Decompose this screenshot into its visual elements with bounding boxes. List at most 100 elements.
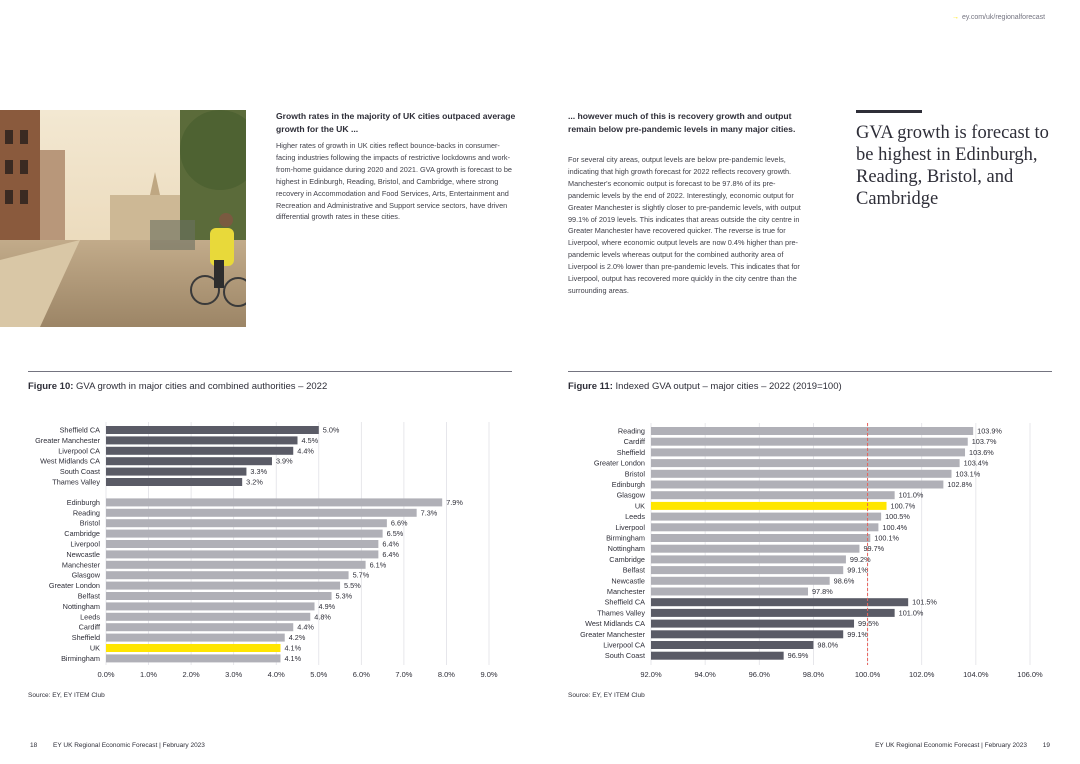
street-photo: [0, 110, 246, 327]
figure11-bar: [651, 459, 960, 468]
figure10-title-text: GVA growth in major cities and combined …: [76, 381, 328, 392]
figure10-category-label: UK: [90, 644, 100, 653]
figure11-category-label: Cardiff: [624, 437, 646, 446]
figure10-tick-label: 5.0%: [310, 670, 327, 679]
figure11-category-label: Cambridge: [609, 555, 645, 564]
figure11-tick-label: 92.0%: [640, 670, 662, 679]
figure11-category-label: Birmingham: [606, 534, 645, 543]
figure10-rule: [28, 371, 512, 372]
figure11-category-label: South Coast: [605, 651, 645, 660]
figure11-bar: [651, 587, 809, 596]
figure10-bar: [106, 457, 272, 466]
figure11-data-label: 99.1%: [847, 630, 868, 639]
figure11-bar: [651, 491, 895, 500]
figure10-tick-label: 2.0%: [183, 670, 200, 679]
figure11-bar: [651, 469, 952, 478]
figure11-data-label: 103.1%: [955, 469, 980, 478]
figure11-category-label: UK: [635, 501, 645, 510]
figure11-category-label: Leeds: [625, 512, 645, 521]
figure10-bar: [106, 560, 366, 569]
figure11-category-label: West Midlands CA: [585, 619, 645, 628]
header-url[interactable]: → ey.com/uk/regionalforecast: [952, 14, 1045, 21]
figure10-data-label: 4.9%: [319, 602, 336, 611]
figure11-label: Figure 11:: [568, 381, 613, 392]
footer-left-text: EY UK Regional Economic Forecast | Febru…: [53, 742, 205, 749]
figure10-data-label: 3.2%: [246, 478, 263, 487]
footer-left: 18 EY UK Regional Economic Forecast | Fe…: [30, 742, 205, 749]
figure11-rule: [568, 371, 1052, 372]
figure11-data-label: 98.0%: [817, 641, 838, 650]
figure11-data-label: 103.6%: [969, 448, 994, 457]
figure11-category-label: Sheffield CA: [605, 598, 646, 607]
figure10-data-label: 4.4%: [297, 446, 314, 455]
figure10-category-label: Cardiff: [79, 623, 101, 632]
figure10-tick-label: 7.0%: [395, 670, 412, 679]
figure10-tick-label: 4.0%: [268, 670, 285, 679]
figure10-data-label: 6.1%: [370, 560, 387, 569]
middle-column-heading: ... however much of this is recovery gro…: [568, 111, 796, 134]
figure11-data-label: 99.2%: [850, 555, 871, 564]
figure10-tick-label: 6.0%: [353, 670, 370, 679]
figure10-category-label: Belfast: [78, 592, 100, 601]
figure11-data-label: 101.0%: [899, 491, 924, 500]
figure11-bar: [651, 619, 855, 628]
figure10-data-label: 5.5%: [344, 581, 361, 590]
middle-column-body: For several city areas, output levels ar…: [568, 155, 801, 295]
figure10-category-label: Liverpool CA: [58, 446, 100, 455]
figure11-data-label: 101.5%: [912, 598, 937, 607]
figure10-category-label: Cambridge: [64, 529, 100, 538]
figure11-bar: [651, 651, 784, 660]
figure11-data-label: 98.6%: [834, 576, 855, 585]
figure10-tick-label: 9.0%: [480, 670, 497, 679]
figure10-bar: [106, 498, 443, 507]
figure11-data-label: 103.4%: [964, 459, 989, 468]
figure10-category-label: South Coast: [60, 467, 100, 476]
figure10-bar: [106, 571, 349, 580]
figure10-tick-label: 0.0%: [97, 670, 114, 679]
figure11-category-label: Liverpool CA: [603, 641, 645, 650]
figure10-data-label: 3.3%: [250, 467, 267, 476]
figure10-bar: [106, 592, 332, 600]
figure10-label: Figure 10:: [28, 381, 74, 392]
figure10-data-label: 4.4%: [297, 623, 314, 632]
figure11-bar: [651, 534, 871, 542]
figure11-category-label: Liverpool: [615, 523, 645, 532]
figure11-bar: [651, 448, 966, 457]
figure11-data-label: 97.8%: [812, 587, 833, 596]
figure11-category-label: Bristol: [625, 469, 646, 478]
figure10-data-label: 4.1%: [284, 644, 301, 653]
figure11-tick-label: 104.0%: [963, 670, 989, 679]
figure11-category-label: Edinburgh: [612, 480, 645, 489]
figure10-title: Figure 10: GVA growth in major cities an…: [28, 381, 327, 392]
figure11-data-label: 96.9%: [788, 651, 809, 660]
figure11-bar: [651, 555, 846, 564]
figure11-bar: [651, 512, 882, 521]
figure10-data-label: 7.9%: [446, 498, 463, 507]
figure10-category-label: Liverpool: [70, 540, 100, 549]
figure11-data-label: 101.0%: [899, 608, 924, 617]
figure10-category-label: Sheffield: [72, 633, 100, 642]
figure11-bar: [651, 598, 909, 607]
figure10-bar: [106, 519, 387, 528]
figure10-category-label: West Midlands CA: [40, 457, 100, 466]
figure10-category-label: Reading: [73, 508, 100, 517]
figure10-data-label: 4.8%: [314, 612, 331, 621]
figure10-bar: [106, 446, 294, 455]
figure10-bar: [106, 467, 247, 476]
figure10-bar: [106, 540, 379, 548]
figure10-category-label: Birmingham: [61, 654, 100, 663]
figure10-category-label: Greater London: [49, 581, 100, 590]
figure11-bar: [651, 641, 814, 649]
figure10-data-label: 6.6%: [391, 519, 408, 528]
figure11-category-label: Greater Manchester: [580, 630, 645, 639]
pull-quote: GVA growth is forecast to be highest in …: [856, 123, 1049, 209]
figure10-bar: [106, 581, 341, 590]
figure10-data-label: 4.5%: [302, 436, 319, 445]
figure10-category-label: Newcastle: [66, 550, 100, 559]
figure10-tick-label: 8.0%: [438, 670, 455, 679]
figure11-data-label: 102.8%: [947, 480, 972, 489]
figure11-tick-label: 106.0%: [1017, 670, 1043, 679]
figure11-data-label: 103.7%: [972, 437, 997, 446]
figure11-data-label: 100.5%: [885, 512, 910, 521]
figure11-title: Figure 11: Indexed GVA output – major ci…: [568, 381, 842, 392]
